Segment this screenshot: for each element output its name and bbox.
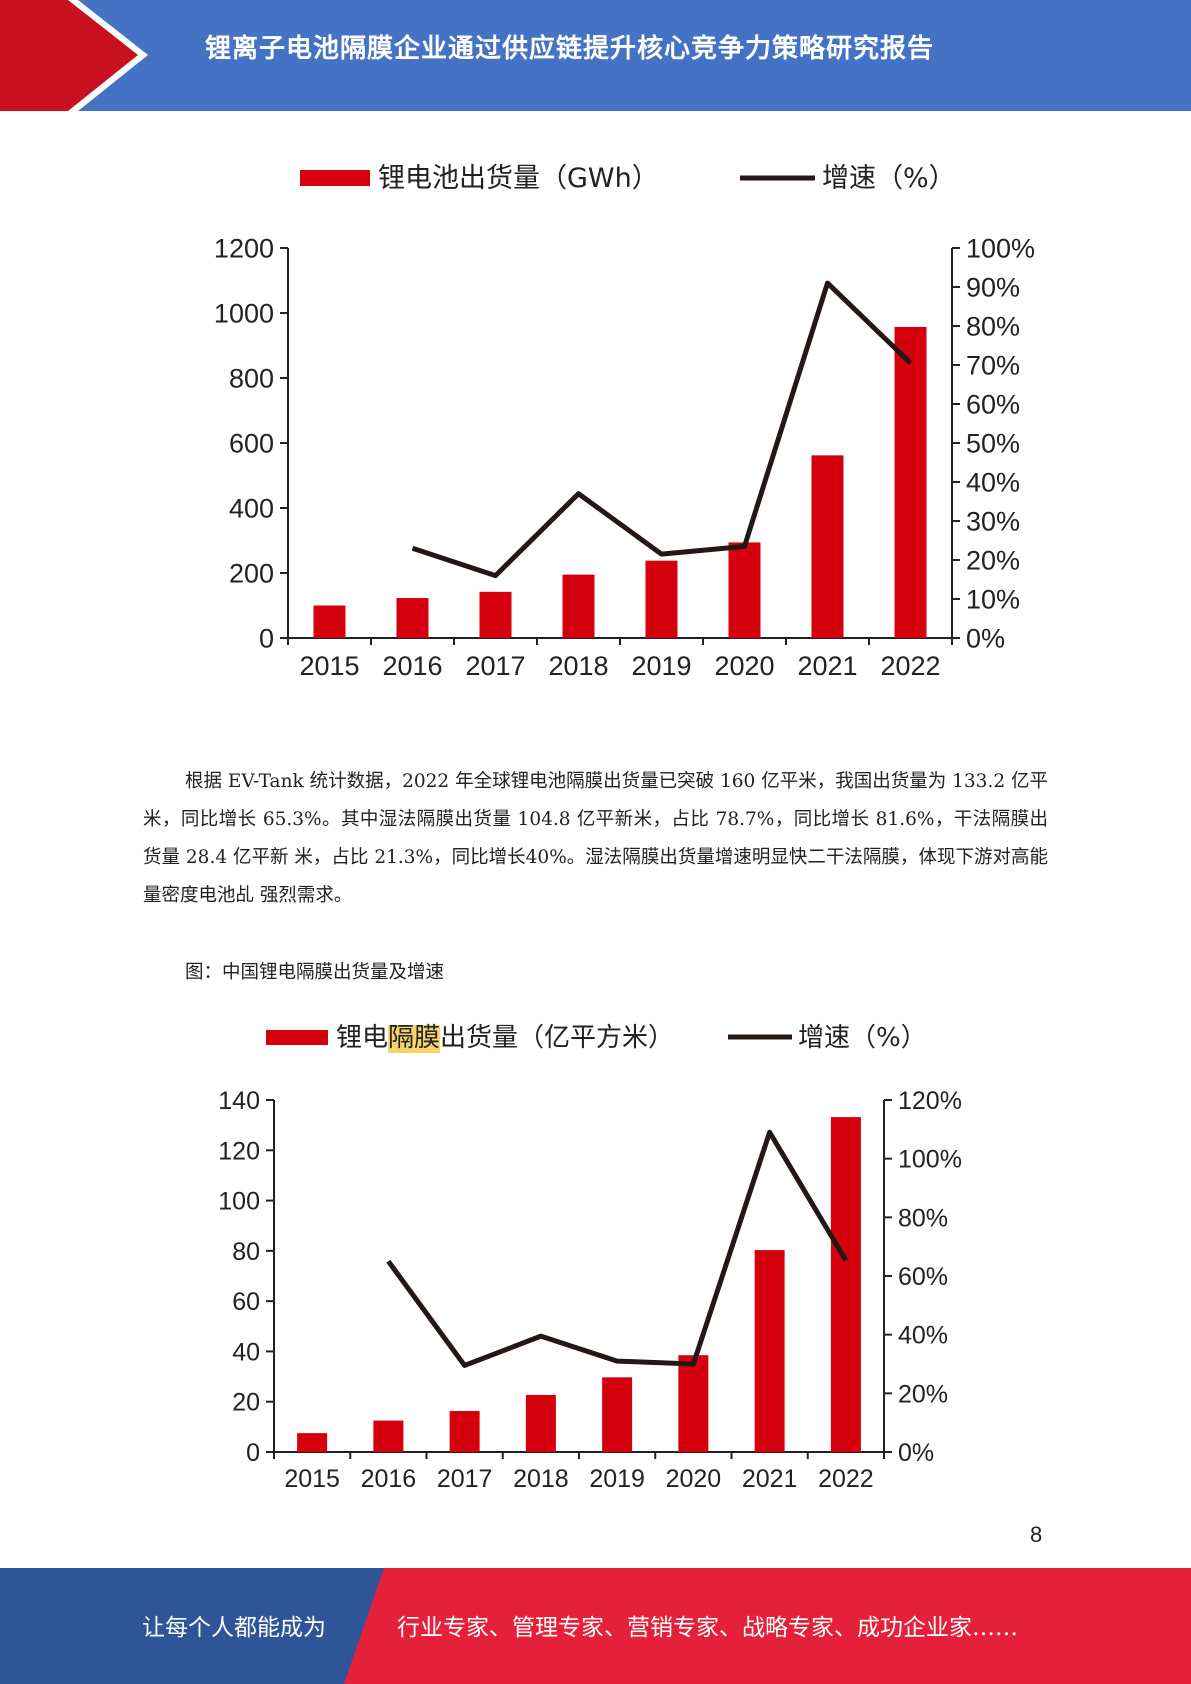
category-label: 2015 xyxy=(284,1465,340,1493)
right-tick-label: 20% xyxy=(898,1380,948,1408)
bar xyxy=(728,542,761,638)
category-label: 2018 xyxy=(548,651,608,681)
legend-highlight-marker xyxy=(388,1025,441,1053)
right-tick-label: 40% xyxy=(898,1322,948,1350)
bar xyxy=(811,455,844,638)
category-label: 2020 xyxy=(714,651,774,681)
right-tick-label: 60% xyxy=(966,390,1020,420)
right-tick-label: 10% xyxy=(966,585,1020,615)
legend-bar-label: 锂电隔膜出货量（亿平方米） xyxy=(336,1023,674,1053)
figure-caption: 图：中国锂电隔膜出货量及增速 xyxy=(185,962,445,983)
chart-1-legend: 锂电池出货量（GWh） 增速（%） xyxy=(300,163,956,194)
bar xyxy=(373,1420,404,1452)
category-label: 2015 xyxy=(299,651,359,681)
bar xyxy=(313,605,346,638)
chart-1-plot: 0 200 400 600 800 1000 1200 0% 10% 20% 30% 40% 50% 60… xyxy=(214,234,1035,681)
chart-2-svg: 锂电隔膜出货量（亿平方米） 增速（%） 0 20 40 60 80 100 120 140 0%… xyxy=(218,1023,962,1493)
category-label: 2021 xyxy=(742,1465,798,1493)
chart-2-legend: 锂电隔膜出货量（亿平方米） 增速（%） xyxy=(266,1023,927,1053)
category-label: 2017 xyxy=(437,1465,493,1493)
left-tick-label: 0 xyxy=(259,624,274,654)
category-label: 2017 xyxy=(465,651,525,681)
left-tick-label: 600 xyxy=(229,429,274,459)
right-tick-label: 50% xyxy=(966,429,1020,459)
bar xyxy=(894,326,927,638)
legend-bar-swatch xyxy=(300,170,370,186)
left-tick-label: 0 xyxy=(246,1439,260,1467)
right-tick-label: 100% xyxy=(966,234,1035,264)
right-tick-label: 70% xyxy=(966,351,1020,381)
growth-rate-line xyxy=(411,280,913,579)
left-tick-label: 400 xyxy=(229,494,274,524)
bar xyxy=(297,1433,328,1452)
category-label: 2019 xyxy=(631,651,691,681)
footer-blue-band xyxy=(0,1568,384,1684)
left-tick-label: 1200 xyxy=(214,234,274,264)
left-tick-label: 1000 xyxy=(214,299,274,329)
footer-shapes xyxy=(0,1568,1191,1684)
legend-bar-swatch xyxy=(266,1030,328,1045)
bar xyxy=(678,1355,709,1452)
legend-bar-label: 锂电池出货量（GWh） xyxy=(378,163,659,194)
header-shapes xyxy=(0,0,1191,111)
bar xyxy=(830,1117,861,1452)
legend-line-label: 增速（%） xyxy=(822,163,956,194)
legend-bar-label-prefix: 锂电 xyxy=(336,1023,388,1053)
bar xyxy=(645,560,678,638)
growth-rate-line xyxy=(386,1129,849,1368)
left-tick-label: 140 xyxy=(218,1087,260,1115)
right-tick-label: 80% xyxy=(966,312,1020,342)
right-tick-label: 80% xyxy=(898,1204,948,1232)
right-tick-label: 40% xyxy=(966,468,1020,498)
category-label: 2021 xyxy=(797,651,857,681)
left-tick-label: 80 xyxy=(232,1238,260,1266)
legend-bar-label-highlight: 隔膜 xyxy=(388,1023,440,1053)
left-tick-label: 120 xyxy=(218,1137,260,1165)
footer-slogan-right: 行业专家、管理专家、营销专家、战略专家、成功企业家…… xyxy=(397,1615,1018,1641)
category-label: 2019 xyxy=(589,1465,645,1493)
document-title: 锂离子电池隔膜企业通过供应链提升核心竞争力策略研究报告 xyxy=(205,34,935,64)
page-number: 8 xyxy=(1030,1522,1043,1547)
right-tick-label: 20% xyxy=(966,546,1020,576)
right-tick-label: 60% xyxy=(898,1263,948,1291)
category-label: 2022 xyxy=(818,1465,874,1493)
footer-slogan-left: 让每个人都能成为 xyxy=(142,1615,326,1641)
header-red-chevron xyxy=(0,0,138,111)
chart-separator-shipments: 锂电隔膜出货量（亿平方米） 增速（%） 0 20 40 60 80 100 120 140 0%… xyxy=(180,1000,1080,1500)
left-tick-label: 200 xyxy=(229,559,274,589)
bar xyxy=(396,598,429,638)
header-blue-band xyxy=(0,0,1191,111)
bar xyxy=(602,1377,633,1452)
bar xyxy=(754,1250,785,1452)
bar xyxy=(562,574,595,638)
category-label: 2016 xyxy=(361,1465,417,1493)
bar xyxy=(479,591,512,638)
left-tick-label: 40 xyxy=(232,1338,260,1366)
chart-2-plot: 0 20 40 60 80 100 120 140 0% 20% 40% 60% 80% 100% 120%… xyxy=(218,1087,962,1493)
footer-banner: 让每个人都能成为 行业专家、管理专家、营销专家、战略专家、成功企业家…… xyxy=(0,1568,1191,1684)
legend-line-label: 增速（%） xyxy=(798,1023,927,1053)
left-tick-label: 100 xyxy=(218,1188,260,1216)
left-tick-label: 800 xyxy=(229,364,274,394)
category-label: 2016 xyxy=(382,651,442,681)
right-tick-label: 0% xyxy=(966,624,1005,654)
bar xyxy=(525,1394,556,1452)
bar xyxy=(449,1411,480,1452)
legend-bar-label-suffix: 出货量（亿平方米） xyxy=(440,1023,674,1053)
left-tick-label: 20 xyxy=(232,1389,260,1417)
category-label: 2018 xyxy=(513,1465,569,1493)
header-banner: 锂离子电池隔膜企业通过供应链提升核心竞争力策略研究报告 xyxy=(0,0,1191,111)
category-label: 2020 xyxy=(666,1465,722,1493)
right-tick-label: 30% xyxy=(966,507,1020,537)
body-paragraph: 根据 EV-Tank 统计数据，2022 年全球锂电池隔膜出货量已突破 160 … xyxy=(143,771,1048,906)
category-label: 2022 xyxy=(880,651,940,681)
left-tick-label: 60 xyxy=(232,1288,260,1316)
chart-battery-shipments: 锂电池出货量（GWh） 增速（%） 0 200 400 600 800 1000 1200 0… xyxy=(180,140,1080,700)
right-tick-label: 120% xyxy=(898,1087,962,1115)
right-tick-label: 90% xyxy=(966,273,1020,303)
right-tick-label: 0% xyxy=(898,1439,934,1467)
chart-1-svg: 锂电池出货量（GWh） 增速（%） 0200400600800100012000… xyxy=(214,163,1035,681)
right-tick-label: 100% xyxy=(898,1146,962,1174)
